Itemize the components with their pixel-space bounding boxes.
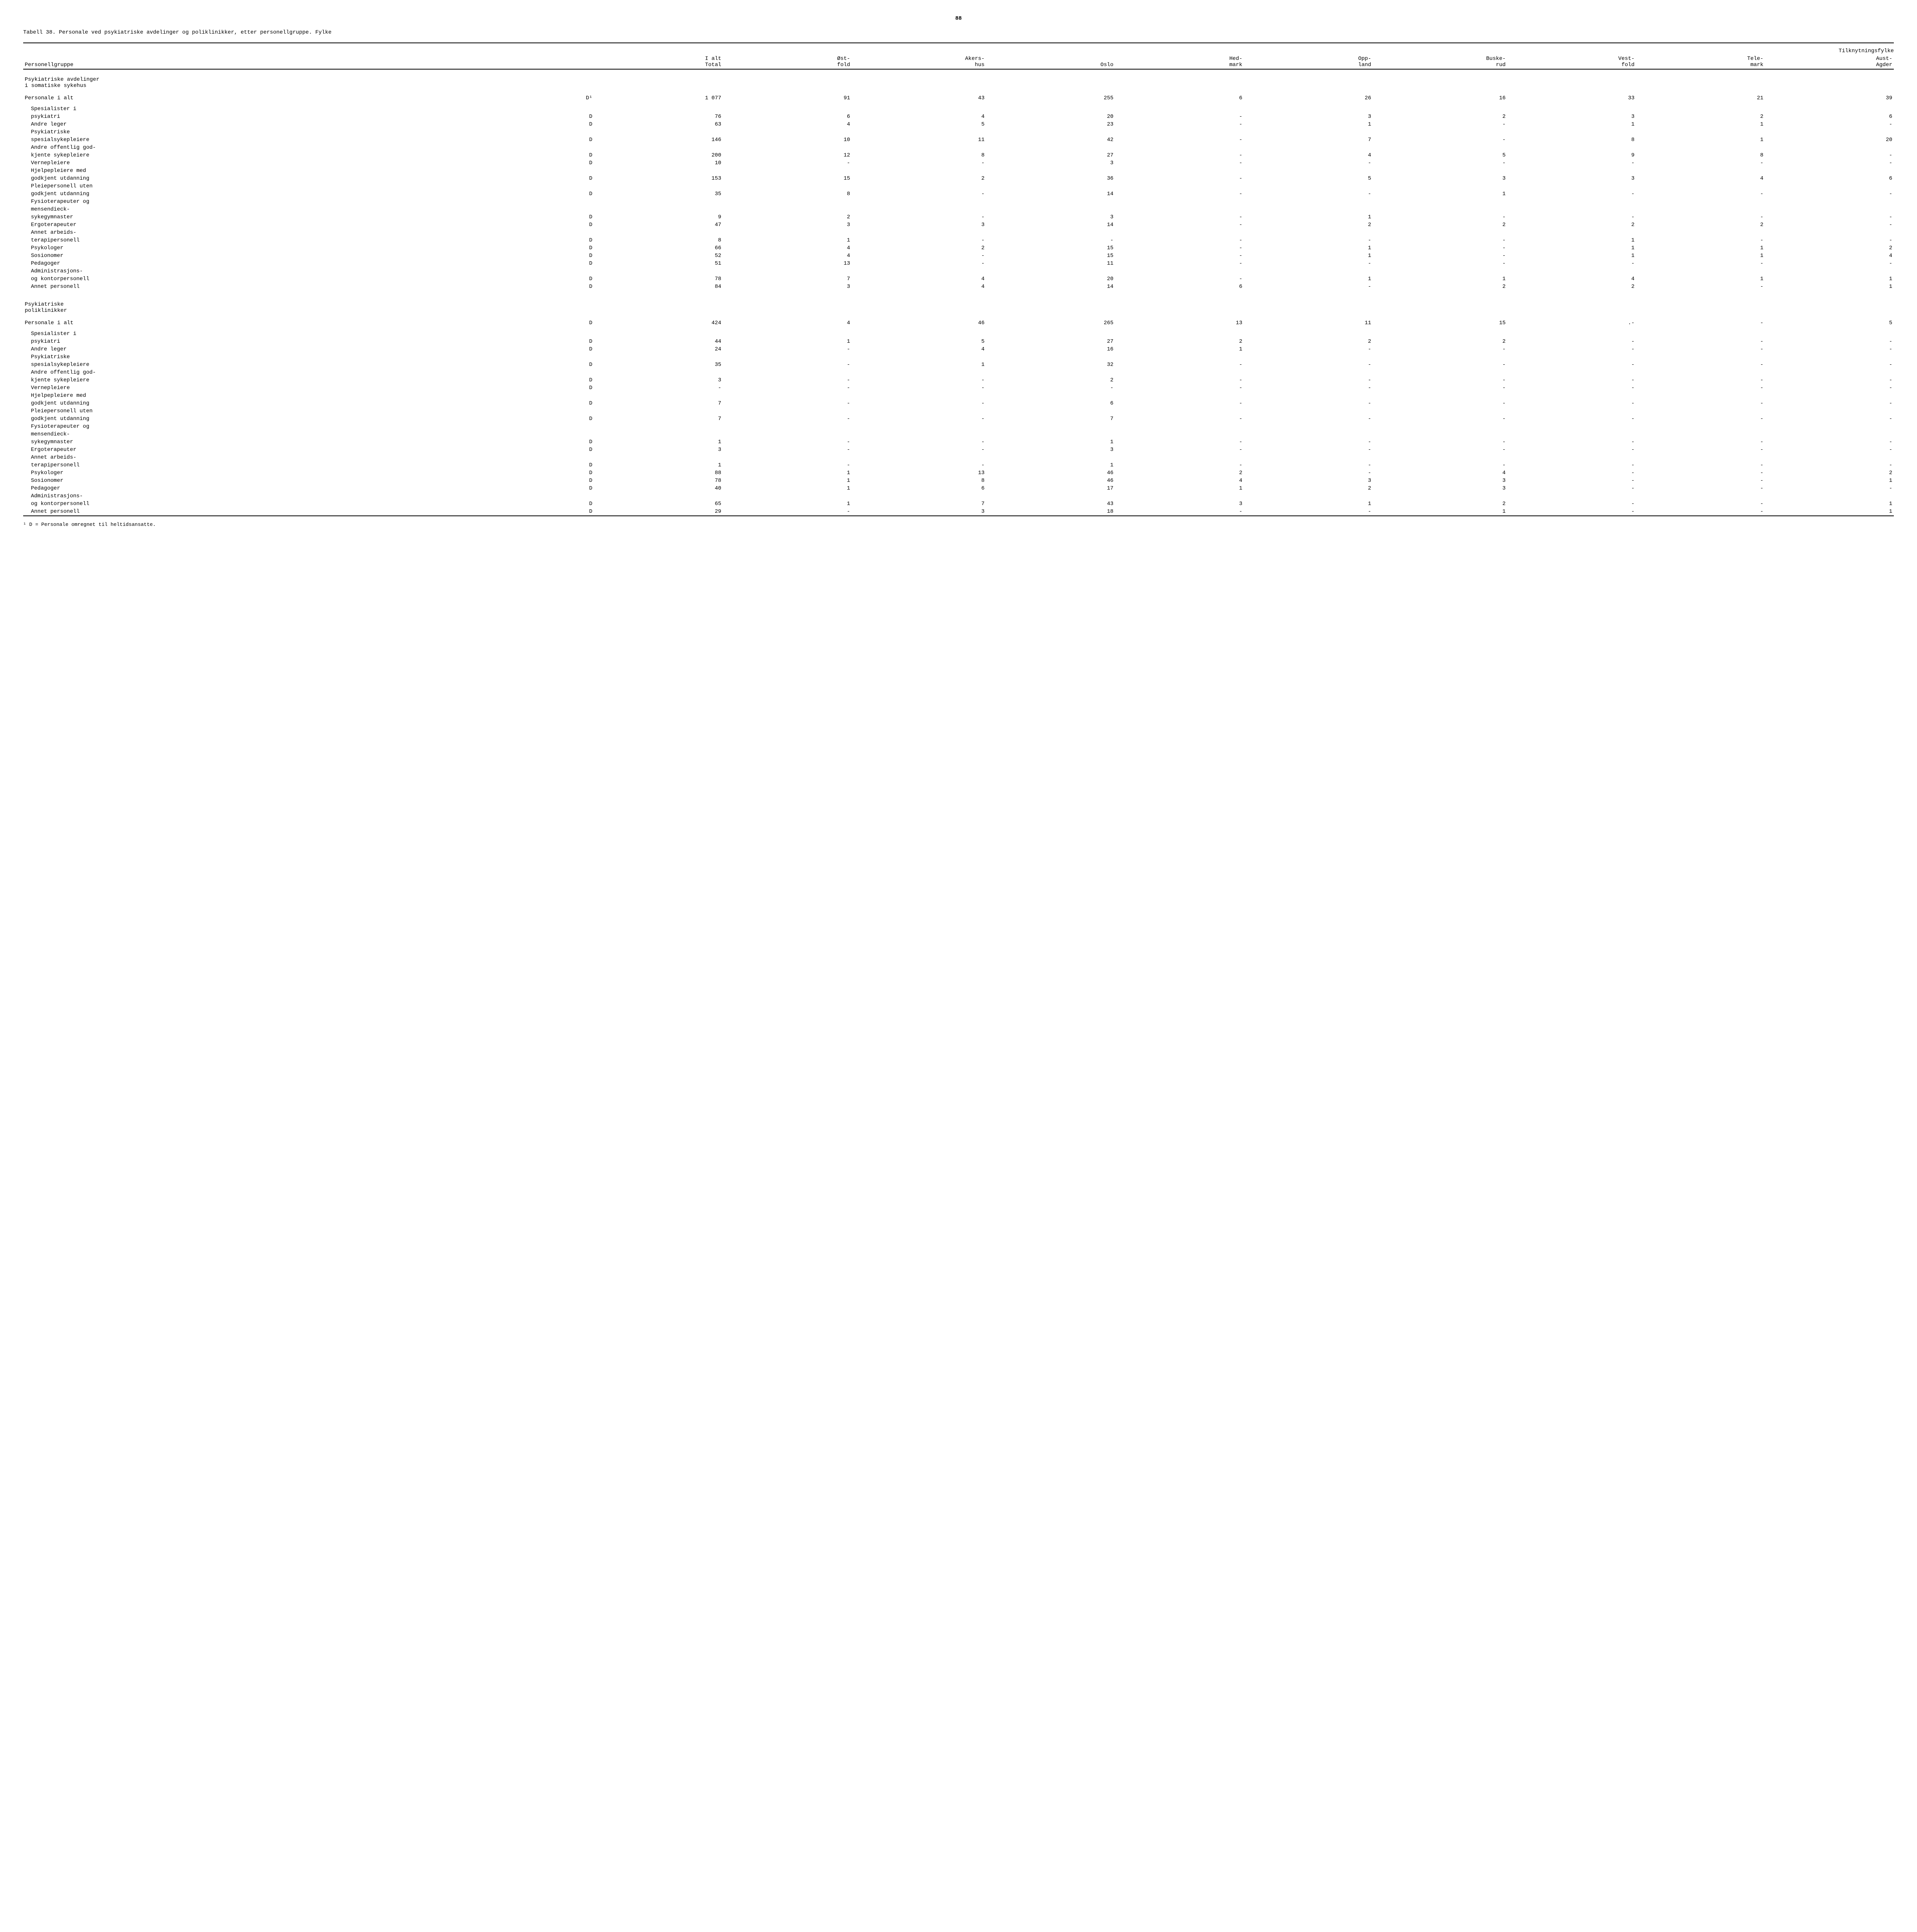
table-row: Administrasjons-: [23, 267, 1894, 275]
table-row: ErgoterapeuterD473314-2222-: [23, 221, 1894, 229]
table-row: Psykiatriske: [23, 128, 1894, 136]
table-row: terapipersonellD1--1------: [23, 461, 1894, 469]
table-row: Psykiatriske: [23, 353, 1894, 361]
table-row: PedagogerD5113-11------: [23, 260, 1894, 267]
table-row: terapipersonellD81-----1--: [23, 236, 1894, 244]
table-row: PsykologerD88113462-4--2: [23, 469, 1894, 477]
table-row: Personale i altD¹1 077914325562616332139: [23, 92, 1894, 105]
table-row: SosionomerD524-15-1-114: [23, 252, 1894, 260]
table-row: spesialsykepleiereD146101142-7-8120: [23, 136, 1894, 144]
table-row: godkjent utdanningD7--6------: [23, 400, 1894, 407]
table-row: kjente sykepleiereD20012827-4598-: [23, 151, 1894, 159]
spanner-label: Tilknytningsfylke: [723, 43, 1894, 55]
table-row: Andre offentlig god-: [23, 144, 1894, 151]
table-row: Fysioterapeuter og: [23, 423, 1894, 430]
table-row: Annet personellD8434146-22-1: [23, 283, 1894, 291]
table-row: psykiatriD766420-32326: [23, 113, 1894, 121]
table-row: Hjelpepleiere med: [23, 392, 1894, 400]
table-row: Spesialister i: [23, 105, 1894, 113]
table-row: kjente sykepleiereD3--2------: [23, 376, 1894, 384]
table-row: PedagogerD401617123---: [23, 485, 1894, 492]
page-number: 88: [23, 15, 1894, 22]
table-row: Administrasjons-: [23, 492, 1894, 500]
table-row: PsykologerD664215-1-112: [23, 244, 1894, 252]
section-a-heading: Psykiatriske avdelinger i somatiske syke…: [23, 70, 1894, 92]
table-row: SosionomerD781846433--1: [23, 477, 1894, 485]
table-row: godkjent utdanningD15315236-53346: [23, 175, 1894, 182]
table-row: Andre offentlig god-: [23, 369, 1894, 376]
table-row: sykegymnasterD92-3-1----: [23, 213, 1894, 221]
table-title: Tabell 38. Personale ved psykiatriske av…: [23, 29, 1894, 36]
table-row: Pleiepersonell uten: [23, 407, 1894, 415]
table-row: Annet arbeids-: [23, 454, 1894, 461]
table-row: godkjent utdanningD358-14--1---: [23, 190, 1894, 198]
table-row: Spesialister i: [23, 330, 1894, 338]
table-row: psykiatriD441527222---: [23, 338, 1894, 345]
table-row: Fysioterapeuter og: [23, 198, 1894, 206]
table-row: godkjent utdanningD7--7------: [23, 415, 1894, 423]
table-row: sykegymnasterD1--1------: [23, 438, 1894, 446]
table-row: Annet personellD29-318--1--1: [23, 508, 1894, 515]
table-row: spesialsykepleiereD35-132------: [23, 361, 1894, 369]
table-row: Andre legerD634523-1-11-: [23, 121, 1894, 128]
table-row: Andre legerD24-4161-----: [23, 345, 1894, 353]
col-total: I alt Total: [594, 55, 723, 69]
table-row: og kontorpersonellD651743312--1: [23, 500, 1894, 508]
header-spanner-row: Tilknytningsfylke: [23, 43, 1894, 55]
footnote: ¹ D = Personale omregnet til heltidsansa…: [23, 522, 1894, 527]
header-row-1: Personellgruppe I alt Total Øst- fold Ak…: [23, 55, 1894, 59]
table-row: Personale i altD424446265131115.--5: [23, 317, 1894, 330]
table-row: mensendieck-: [23, 430, 1894, 438]
table-row: VernepleiereD10--3------: [23, 159, 1894, 167]
col-group: Personellgruppe: [23, 55, 506, 69]
table-row: VernepleiereD----------: [23, 384, 1894, 392]
table-row: mensendieck-: [23, 206, 1894, 213]
table-row: Pleiepersonell uten: [23, 182, 1894, 190]
table-row: og kontorpersonellD787420-11411: [23, 275, 1894, 283]
table-row: Annet arbeids-: [23, 229, 1894, 236]
table-row: ErgoterapeuterD3--3------: [23, 446, 1894, 454]
section-b-heading: Psykiatriske poliklinikker: [23, 291, 1894, 317]
main-table: Tilknytningsfylke Personellgruppe I alt …: [23, 43, 1894, 516]
table-row: Hjelpepleiere med: [23, 167, 1894, 175]
